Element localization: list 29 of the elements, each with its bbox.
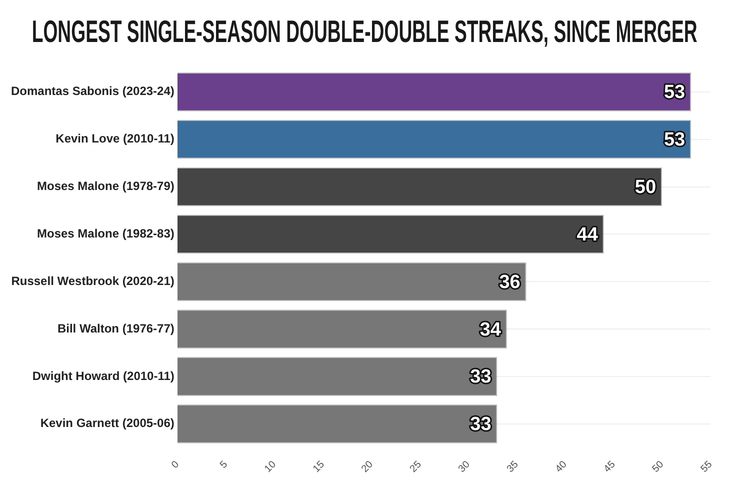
x-tick-label: 45 <box>602 458 618 475</box>
y-tick-label: Dwight Howard (2010-11) <box>32 368 174 383</box>
data-label: 44 <box>576 224 598 246</box>
chart-title: LONGEST SINGLE-SEASON DOUBLE-DOUBLE STREAKS, SINCE MERGER <box>32 14 698 51</box>
data-label: 33 <box>470 414 492 436</box>
x-tick-label: 0 <box>170 458 182 471</box>
x-tick-label: 50 <box>650 458 666 475</box>
x-tick-label: 55 <box>698 458 715 475</box>
y-tick-label: Kevin Garnett (2005-06) <box>40 416 174 430</box>
x-tick-label: 30 <box>456 458 473 475</box>
x-tick-label: 5 <box>218 458 230 471</box>
data-label: 34 <box>480 319 502 340</box>
x-tick-label: 25 <box>408 458 424 475</box>
x-tick-label: 35 <box>505 458 522 475</box>
x-tick-label: 40 <box>554 458 570 475</box>
data-label: 36 <box>499 272 520 293</box>
y-tick-label: Russell Westbrook (2020-21) <box>11 274 174 288</box>
data-label: 53 <box>664 130 686 151</box>
y-tick-label: Moses Malone (1978-79) <box>37 179 174 194</box>
data-label: 33 <box>470 366 492 388</box>
y-tick-label: Moses Malone (1982-83) <box>37 226 174 241</box>
y-tick-label: Domantas Sabonis (2023-24) <box>11 84 174 98</box>
x-tick-label: 15 <box>311 458 328 475</box>
data-label: 50 <box>634 177 656 198</box>
data-label: 53 <box>664 82 686 104</box>
x-tick-label: 10 <box>262 458 279 475</box>
x-tick-label: 20 <box>360 458 376 475</box>
y-tick-label: Kevin Love (2010-11) <box>56 132 174 146</box>
y-tick-label: Bill Walton (1976-77) <box>57 321 174 336</box>
